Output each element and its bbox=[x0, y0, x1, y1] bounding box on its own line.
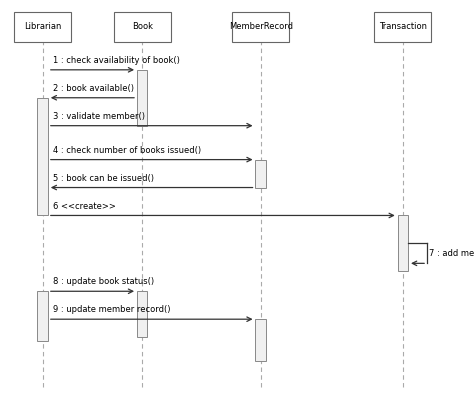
Text: 4 : check number of books issued(): 4 : check number of books issued() bbox=[53, 146, 201, 155]
Bar bbox=[232, 12, 289, 42]
Bar bbox=[37, 98, 48, 215]
Text: Librarian: Librarian bbox=[24, 22, 61, 32]
Text: 9 : update member record(): 9 : update member record() bbox=[53, 305, 170, 314]
Text: 2 : book available(): 2 : book available() bbox=[53, 84, 134, 93]
Text: 5 : book can be issued(): 5 : book can be issued() bbox=[53, 174, 154, 183]
Bar bbox=[14, 12, 71, 42]
Text: 1 : check availability of book(): 1 : check availability of book() bbox=[53, 56, 180, 65]
Text: MemberRecord: MemberRecord bbox=[228, 22, 293, 32]
Bar bbox=[255, 319, 266, 361]
Bar bbox=[114, 12, 171, 42]
Text: 3 : validate member(): 3 : validate member() bbox=[53, 112, 145, 121]
Text: 6 <<create>>: 6 <<create>> bbox=[53, 201, 116, 211]
Text: 8 : update book status(): 8 : update book status() bbox=[53, 277, 154, 286]
Text: Book: Book bbox=[132, 22, 153, 32]
Bar bbox=[255, 160, 266, 188]
Bar bbox=[398, 215, 408, 271]
Bar bbox=[374, 12, 431, 42]
Text: Transaction: Transaction bbox=[379, 22, 427, 32]
Text: 7 : add member and book details(): 7 : add member and book details() bbox=[429, 249, 474, 258]
Bar bbox=[137, 291, 147, 337]
Bar bbox=[37, 291, 48, 341]
Bar bbox=[137, 70, 147, 126]
